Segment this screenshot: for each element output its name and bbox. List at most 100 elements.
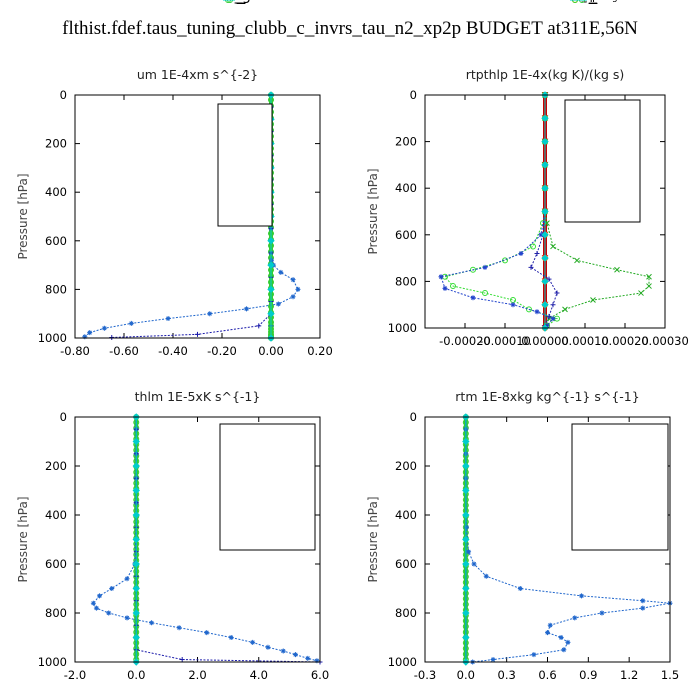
y-tick-label: 1000 xyxy=(388,321,417,335)
x-tick-label: 0.00010 xyxy=(561,334,609,348)
data-point xyxy=(541,207,549,216)
data-point xyxy=(526,306,532,313)
data-point xyxy=(471,561,477,567)
y-tick-label: 1000 xyxy=(38,331,67,345)
data-point xyxy=(565,639,571,645)
y-tick-label: 0 xyxy=(410,88,417,102)
legend-label: _cl xyxy=(236,0,258,5)
plot-frame xyxy=(424,94,666,329)
legend-label: _sf xyxy=(581,0,595,3)
data-point xyxy=(207,311,213,317)
plot-frame xyxy=(424,416,671,663)
panel-2: rtpthlp 1E-4x(kg K)/(kg s) Pressure [hPa]… xyxy=(366,0,689,348)
data-point xyxy=(132,486,140,495)
legend-label: _cl xyxy=(588,0,610,5)
x-tick-label: 0.00000 xyxy=(521,334,569,348)
x-tick-label: -0.00010 xyxy=(479,334,531,348)
legend-label: _bt xyxy=(581,0,596,3)
legend-marker xyxy=(572,0,578,3)
data-point xyxy=(132,437,140,446)
data-point xyxy=(490,657,496,663)
data-point xyxy=(267,261,275,269)
page-title: flthist.fdef.taus_tuning_clubb_c_invrs_t… xyxy=(62,18,638,39)
data-point xyxy=(462,511,470,519)
data-point xyxy=(275,301,281,307)
data-point xyxy=(228,635,234,640)
legend-label: _f xyxy=(234,0,248,4)
legend-box xyxy=(571,423,669,551)
data-point xyxy=(599,610,605,616)
legend-label: _ta xyxy=(581,0,596,3)
data-point xyxy=(267,285,275,294)
legend-label: _gl xyxy=(234,0,255,4)
data-point xyxy=(546,276,552,282)
legend-label: _bt xyxy=(588,0,613,5)
data-point xyxy=(195,331,200,337)
data-point xyxy=(101,325,107,331)
legend-label: _dp1 xyxy=(581,0,604,3)
y-tick-label: 200 xyxy=(45,459,67,473)
data-point xyxy=(132,560,140,568)
data-point xyxy=(545,630,550,636)
data-point xyxy=(179,657,185,663)
legend-label: _ma xyxy=(588,0,622,5)
legend-label: _ma xyxy=(581,0,601,3)
data-point xyxy=(464,524,470,530)
data-point xyxy=(267,237,275,245)
data-point xyxy=(462,486,470,495)
panel-title: rtm 1E-8xkg kg^{-1} s^{-1} xyxy=(455,389,639,404)
y-tick-label: 400 xyxy=(395,508,417,522)
x-tick-label: 0.00020 xyxy=(601,334,649,348)
data-point xyxy=(638,290,644,296)
data-point xyxy=(165,316,171,322)
data-point xyxy=(132,633,140,642)
data-point xyxy=(530,243,536,250)
data-point xyxy=(128,320,134,326)
data-point xyxy=(290,277,296,283)
data-point xyxy=(470,266,476,273)
data-point xyxy=(579,593,585,599)
data-point xyxy=(462,462,470,470)
x-tick-label: -2.0 xyxy=(64,668,86,682)
series_bt xyxy=(462,413,470,666)
x-tick-label: 0.00 xyxy=(258,344,284,358)
data-point xyxy=(438,274,444,280)
data-point xyxy=(546,313,552,319)
data-point xyxy=(541,137,549,146)
legend-label: _ma xyxy=(234,0,264,4)
panel-1: um 1E-4xm s^{-2} Pressure [hPa] -0.80 -0.60… xyxy=(16,0,333,358)
y-tick-label: 400 xyxy=(45,508,67,522)
data-point xyxy=(510,302,516,308)
legend-label: _forcing xyxy=(581,0,618,3)
data-point xyxy=(132,462,140,470)
x-tick-label: 0.0 xyxy=(127,668,145,682)
y-tick-label: 200 xyxy=(395,459,417,473)
y-tick-label: 800 xyxy=(45,282,67,296)
series-line xyxy=(444,95,559,327)
data-point xyxy=(614,266,620,273)
data-point xyxy=(93,605,99,611)
data-point xyxy=(132,584,140,593)
data-point xyxy=(541,277,549,286)
data-point xyxy=(534,250,540,256)
data-point xyxy=(590,297,596,303)
data-point xyxy=(550,243,556,250)
data-point xyxy=(541,161,549,169)
data-point xyxy=(97,593,102,599)
y-tick-label: 800 xyxy=(45,606,67,620)
y-axis-label: Pressure [hPa] xyxy=(16,173,30,259)
data-point xyxy=(547,622,553,628)
data-point xyxy=(562,306,568,313)
series_tp2 xyxy=(442,92,560,329)
legend-label: _mc xyxy=(236,0,269,5)
legend-marker xyxy=(579,0,585,3)
data-point xyxy=(550,302,556,308)
data-point xyxy=(482,264,488,270)
data-point xyxy=(278,269,284,275)
legend-box xyxy=(564,99,641,223)
series_bt xyxy=(132,413,140,666)
data-point xyxy=(640,605,646,611)
data-point xyxy=(442,285,448,291)
y-tick-label: 0 xyxy=(410,410,417,424)
legend: _mc_cl_ta_ma_bt xyxy=(571,0,669,551)
